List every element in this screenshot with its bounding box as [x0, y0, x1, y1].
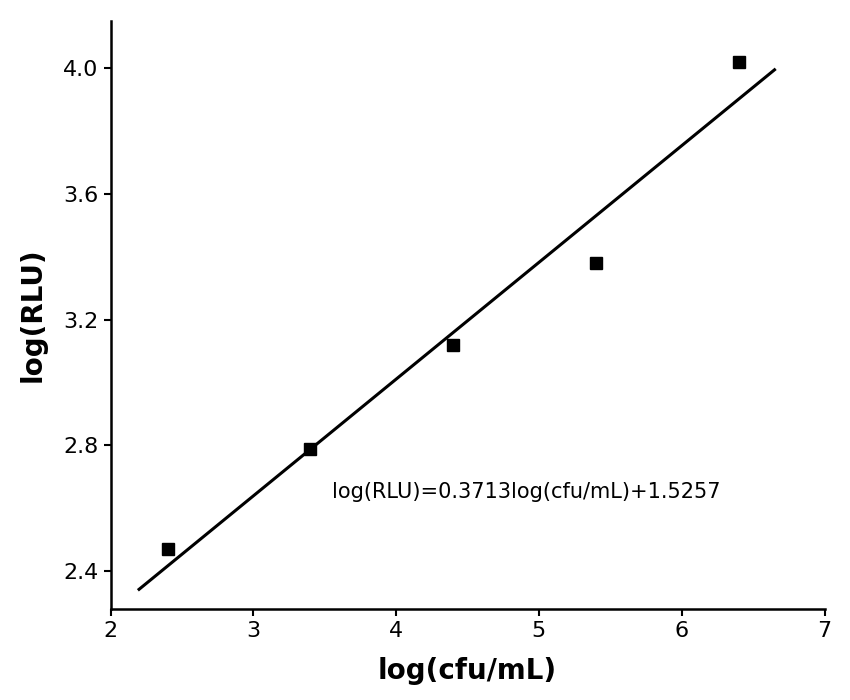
X-axis label: log(cfu/mL): log(cfu/mL): [378, 657, 557, 685]
Text: log(RLU)=0.3713log(cfu/mL)+1.5257: log(RLU)=0.3713log(cfu/mL)+1.5257: [332, 482, 720, 502]
Y-axis label: log(RLU): log(RLU): [19, 248, 47, 382]
